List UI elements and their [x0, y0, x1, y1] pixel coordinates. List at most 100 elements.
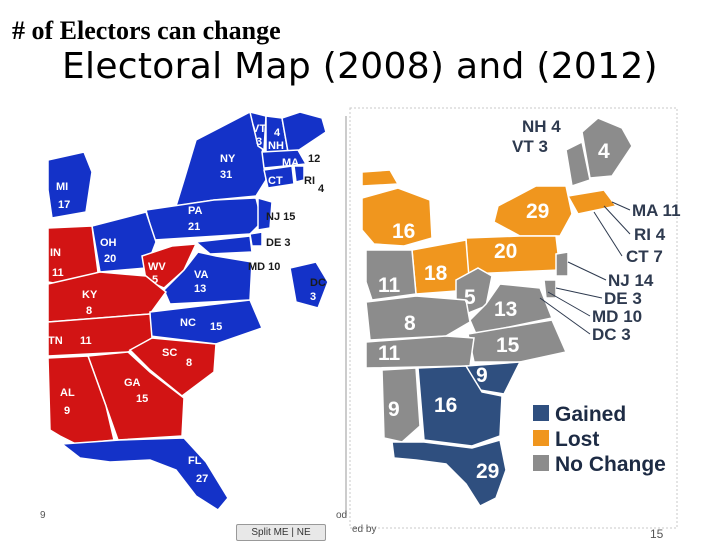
- side-ri-2012: RI 4: [634, 225, 666, 244]
- state-ma-2012: [566, 189, 618, 215]
- side-vt-2012: VT 3: [512, 137, 548, 156]
- slide-subtitle: # of Electors can change: [12, 16, 281, 45]
- ev-tn-2012: 11: [378, 342, 401, 365]
- legend-swatch-lost: [533, 430, 549, 446]
- label-pa-2008: PA: [188, 205, 203, 217]
- ev-ky-2012: 8: [404, 312, 416, 335]
- state-ma: [261, 149, 308, 169]
- ev-wv-2012: 5: [464, 286, 476, 309]
- ev-ct-2008: 7: [286, 187, 292, 199]
- label-oh-2008: OH: [100, 237, 117, 249]
- label-ct-2008: CT: [268, 175, 283, 187]
- ev-ky-2008: 8: [86, 305, 92, 317]
- ev-ga-2008: 15: [136, 393, 148, 405]
- ev-tn-2008: 11: [80, 335, 92, 347]
- state-in-2012: [365, 249, 417, 301]
- state-ri: [293, 165, 305, 183]
- ev-al-2008: 9: [64, 405, 70, 417]
- label-nj-2008: NJ 15: [266, 211, 295, 223]
- map-2012: 4 16 29 20 18 11 5 13 8 15 11 9 9 16 29 …: [361, 117, 681, 507]
- ev-nc-2008: 15: [210, 321, 222, 333]
- legend-label-gained: Gained: [555, 403, 626, 426]
- ev-sc-2012: 9: [476, 364, 488, 387]
- label-al-2008: AL: [60, 387, 75, 399]
- ev-in-2008: 11: [52, 267, 64, 279]
- label-nc-2008: NC: [180, 317, 196, 329]
- ev-va-2012: 13: [494, 298, 517, 321]
- footer-left-fragment: 9: [40, 510, 46, 521]
- ev-mi-2012: 16: [392, 220, 415, 243]
- label-ma-2008: MA: [282, 157, 299, 169]
- state-fl-2012: [391, 439, 507, 507]
- side-nh-2012: NH 4: [522, 117, 561, 136]
- state-md: [194, 235, 253, 255]
- footer-by-fragment: ed by: [352, 524, 376, 535]
- state-fl: [59, 437, 229, 511]
- ev-nh-2008: 4: [274, 127, 281, 139]
- ev-ga-2012: 16: [434, 394, 457, 417]
- legend-label-no-change: No Change: [555, 453, 666, 476]
- state-de-2012: [543, 279, 557, 299]
- ev-sc-2008: 8: [186, 357, 192, 369]
- ev-ma-2008: 12: [308, 153, 320, 165]
- side-nj-2012: NJ 14: [608, 271, 654, 290]
- legend-swatch-no-change: [533, 455, 549, 471]
- ev-ny-2012: 29: [526, 200, 549, 223]
- legend-label-lost: Lost: [555, 428, 599, 451]
- state-va: [163, 251, 253, 305]
- label-wv-2008: WV: [148, 261, 166, 273]
- side-de-2012: DE 3: [604, 289, 642, 308]
- label-ny-2008: NY: [220, 153, 236, 165]
- label-md-2008: MD 10: [248, 261, 280, 273]
- state-mi: [47, 151, 93, 219]
- label-sc-2008: SC: [162, 347, 177, 359]
- ev-mi-2008: 17: [58, 199, 70, 211]
- ev-pa-2012: 20: [494, 240, 517, 263]
- side-dc-2012: DC 3: [592, 325, 631, 344]
- label-nh-2008: NH: [268, 140, 284, 152]
- label-ky-2008: KY: [82, 289, 98, 301]
- label-ri-2008: RI: [304, 175, 315, 187]
- side-ct-2012: CT 7: [626, 247, 663, 266]
- leader-lines: [539, 201, 631, 335]
- state-nj-2012: [555, 251, 569, 277]
- ev-nc-2012: 15: [496, 334, 520, 357]
- slide-title: Electoral Map (2008) and (2012): [62, 46, 658, 87]
- state-tn-2012: [365, 335, 475, 369]
- ev-va-2008: 13: [194, 283, 206, 295]
- split-me-ne-button[interactable]: Split ME | NE: [236, 524, 326, 541]
- ev-oh-2012: 18: [424, 262, 448, 285]
- state-sc: [128, 337, 217, 397]
- footer-mid-fragment: od: [336, 510, 347, 521]
- state-ga-2012: [417, 365, 503, 447]
- legend-swatch-gained: [533, 405, 549, 421]
- map-2008: VT 3 4 NH MA 12 RI 4 CT 7 NY 31 MI 17 PA…: [44, 110, 344, 512]
- label-va-2008: VA: [194, 269, 209, 281]
- ev-ny-2008: 31: [220, 169, 232, 181]
- label-dc-2008: DC: [310, 277, 326, 289]
- ev-fl-2012: 29: [476, 460, 499, 483]
- ev-dc-2008: 3: [310, 291, 316, 303]
- state-nc-2012: [467, 319, 568, 363]
- state-nh-vt-2012: [565, 140, 591, 187]
- legend: Gained Lost No Change: [533, 403, 666, 476]
- map-2012-frame: [349, 107, 678, 529]
- state-mi-2012: [361, 187, 433, 247]
- ev-al-2012: 9: [388, 398, 400, 421]
- label-vt-2008: VT: [252, 123, 266, 135]
- ev-vt-2008: 3: [256, 136, 262, 148]
- label-de-2008: DE 3: [266, 237, 290, 249]
- side-md-2012: MD 10: [592, 307, 642, 326]
- ev-wv-2008: 5: [152, 274, 158, 286]
- label-fl-2008: FL: [188, 455, 202, 467]
- ev-ri-2008: 4: [318, 183, 325, 195]
- state-al-2012: [381, 367, 421, 443]
- ev-fl-2008: 27: [196, 473, 208, 485]
- label-in-2008: IN: [50, 247, 61, 259]
- state-ny-2012: [493, 185, 573, 237]
- state-vt: [248, 110, 267, 152]
- label-tn-2008: TN: [48, 335, 63, 347]
- ev-oh-2008: 20: [104, 253, 116, 265]
- page-number: 15: [650, 527, 664, 540]
